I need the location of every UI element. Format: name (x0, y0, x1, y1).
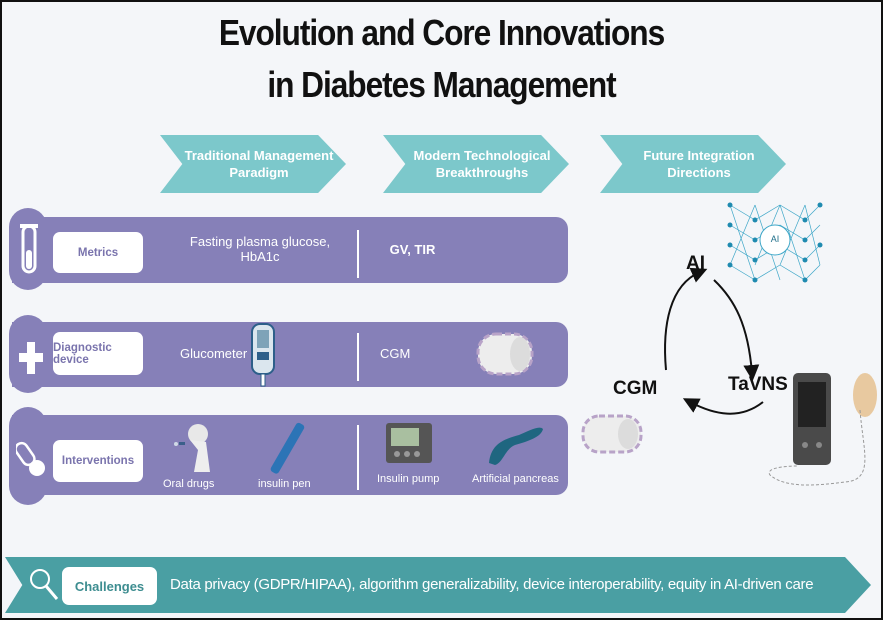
plus-icon (19, 342, 43, 374)
test-tube-icon (20, 224, 38, 274)
device-modern: CGM (380, 346, 411, 361)
oral-drugs-person-icon (174, 424, 210, 472)
insulin-pump-label: Insulin pump (377, 473, 440, 485)
pancreas-icon (489, 427, 543, 465)
divider (357, 425, 359, 490)
challenges-text: Data privacy (GDPR/HIPAA), algorithm gen… (170, 576, 814, 593)
row-label-interventions: Interventions (53, 440, 143, 482)
phase-traditional: Traditional Management Paradigm (160, 135, 346, 193)
divider (357, 230, 359, 278)
neural-network-ai-icon (727, 202, 823, 283)
cgm-sensor-icon (476, 332, 534, 376)
cycle-arrows (664, 267, 764, 415)
tavns-device-icon (768, 373, 877, 486)
cycle-node-tavns: TaVNS (728, 374, 788, 395)
insulin-pen-label: insulin pen (258, 478, 311, 490)
phase-modern: Modern Technological Breakthroughs (383, 135, 569, 193)
phase-future: Future Integration Directions (600, 135, 786, 193)
glucometer-icon (251, 323, 275, 387)
cgm-sensor-icon (581, 414, 643, 454)
network-ai-label: AI (770, 234, 780, 244)
cycle-node-cgm: CGM (613, 378, 658, 399)
device-traditional: Glucometer (180, 346, 248, 361)
magnifier-icon (30, 569, 59, 600)
title-line-2: in Diabetes Management (267, 64, 616, 105)
divider (357, 333, 359, 381)
artificial-pancreas-label: Artificial pancreas (472, 473, 559, 485)
pill-icon (16, 441, 45, 476)
row-label-diagnostic-device: Diagnostic device (53, 332, 143, 375)
oral-drugs-label: Oral drugs (163, 478, 215, 490)
insulin-pump-icon (386, 423, 432, 463)
insulin-pen-icon (270, 422, 305, 474)
metrics-modern: GV, TIR (389, 242, 436, 257)
metrics-traditional: Fasting plasma glucose, HbA1c (189, 234, 331, 264)
title-line-1: Evolution and Core Innovations (218, 12, 665, 53)
challenges-label: Challenges (62, 567, 157, 605)
row-label-metrics: Metrics (53, 232, 143, 273)
